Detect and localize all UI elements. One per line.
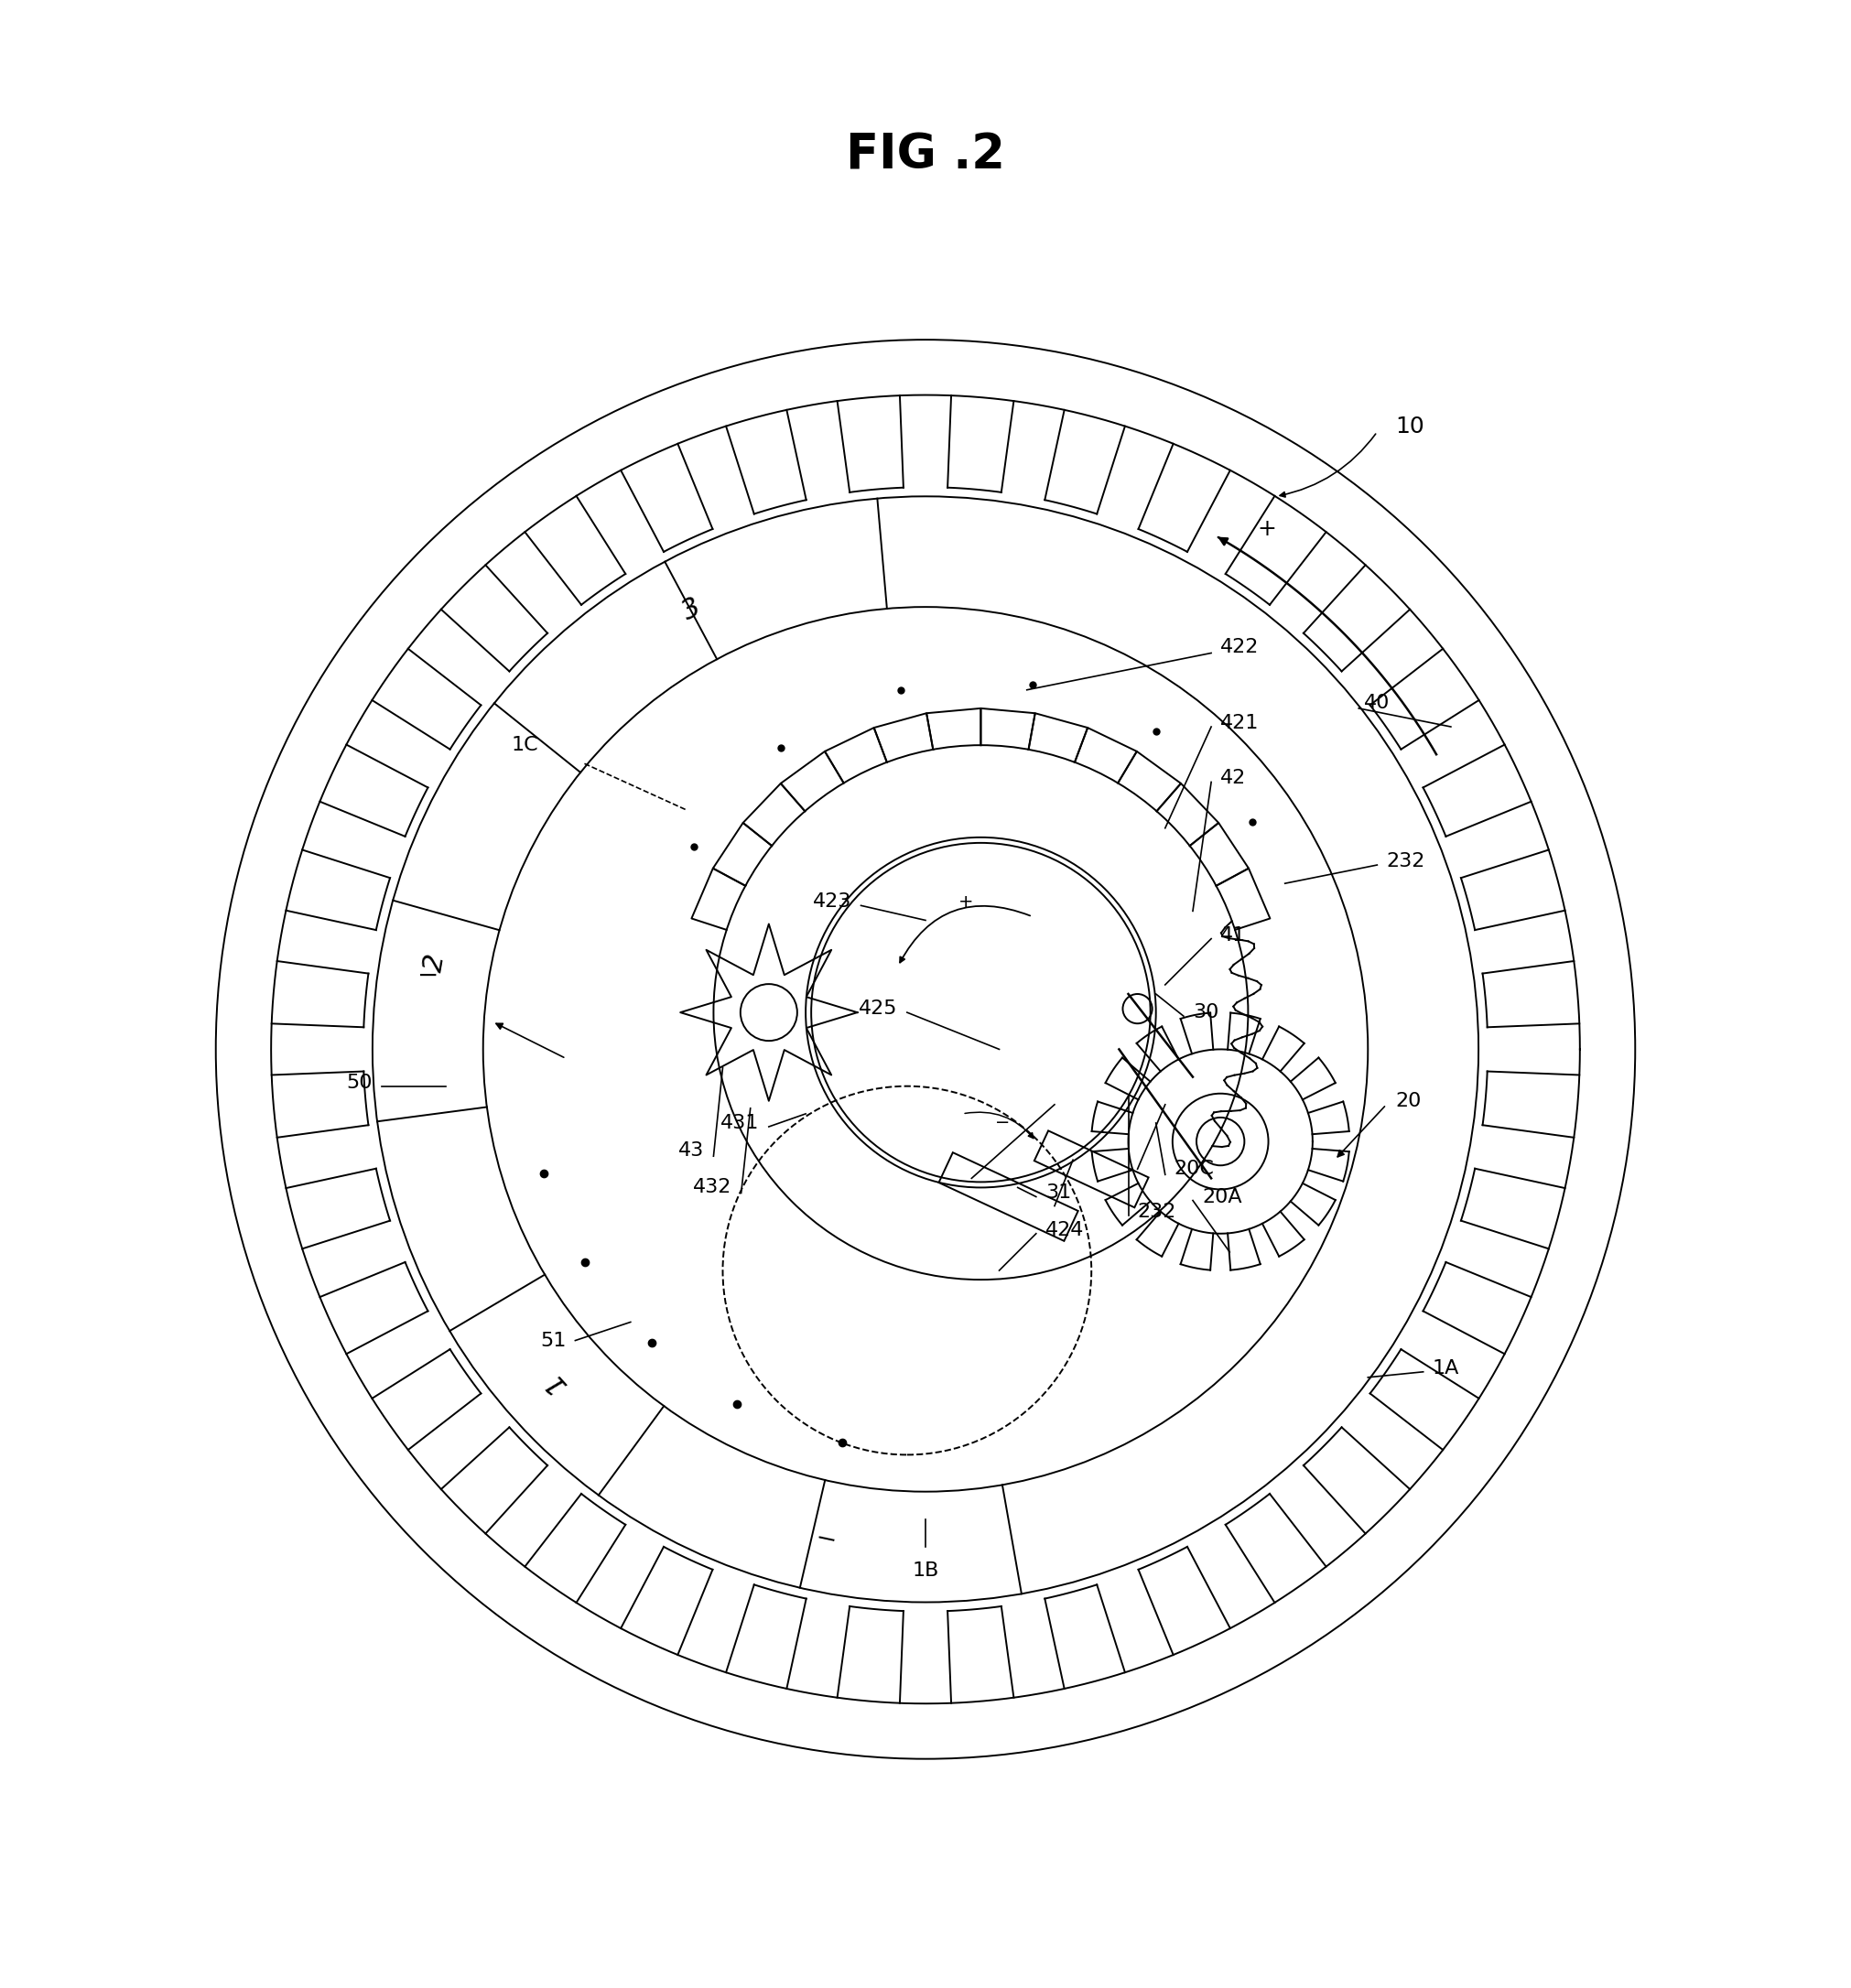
Text: 232: 232: [1386, 853, 1425, 871]
Text: 41: 41: [1220, 926, 1246, 944]
Text: −: −: [809, 1521, 835, 1551]
Text: 51: 51: [540, 1332, 566, 1350]
Text: 30: 30: [1192, 1004, 1218, 1022]
Text: 43: 43: [679, 1141, 703, 1159]
Text: 422: 422: [1220, 638, 1259, 656]
Text: 1C: 1C: [511, 736, 539, 753]
Text: 425: 425: [859, 1000, 898, 1018]
Text: 10: 10: [1396, 415, 1425, 437]
Text: 20A: 20A: [1201, 1187, 1242, 1207]
Text: 232: 232: [1138, 1203, 1175, 1221]
Text: 432: 432: [692, 1179, 731, 1197]
Text: 20: 20: [1396, 1091, 1422, 1109]
Bar: [1035, 1131, 1148, 1207]
Text: +: +: [959, 893, 974, 911]
Text: 3: 3: [677, 594, 705, 626]
Text: 421: 421: [1220, 714, 1259, 732]
Text: 42: 42: [1220, 769, 1246, 787]
Text: 1: 1: [540, 1368, 572, 1398]
Text: 40: 40: [1364, 694, 1390, 712]
Text: +: +: [1257, 519, 1277, 541]
Text: 1A: 1A: [1433, 1360, 1459, 1378]
Text: FIG .2: FIG .2: [846, 131, 1005, 179]
Text: 31: 31: [1046, 1185, 1072, 1203]
Text: 20C: 20C: [1174, 1159, 1214, 1179]
Text: 50: 50: [346, 1074, 372, 1091]
Text: 1B: 1B: [913, 1563, 938, 1580]
Text: 431: 431: [720, 1113, 759, 1133]
Text: 2: 2: [420, 952, 450, 974]
Text: 424: 424: [1046, 1221, 1085, 1239]
Text: −: −: [996, 1115, 1011, 1131]
Text: −: −: [416, 962, 439, 988]
Text: 423: 423: [813, 893, 851, 911]
Bar: [938, 1153, 1077, 1241]
